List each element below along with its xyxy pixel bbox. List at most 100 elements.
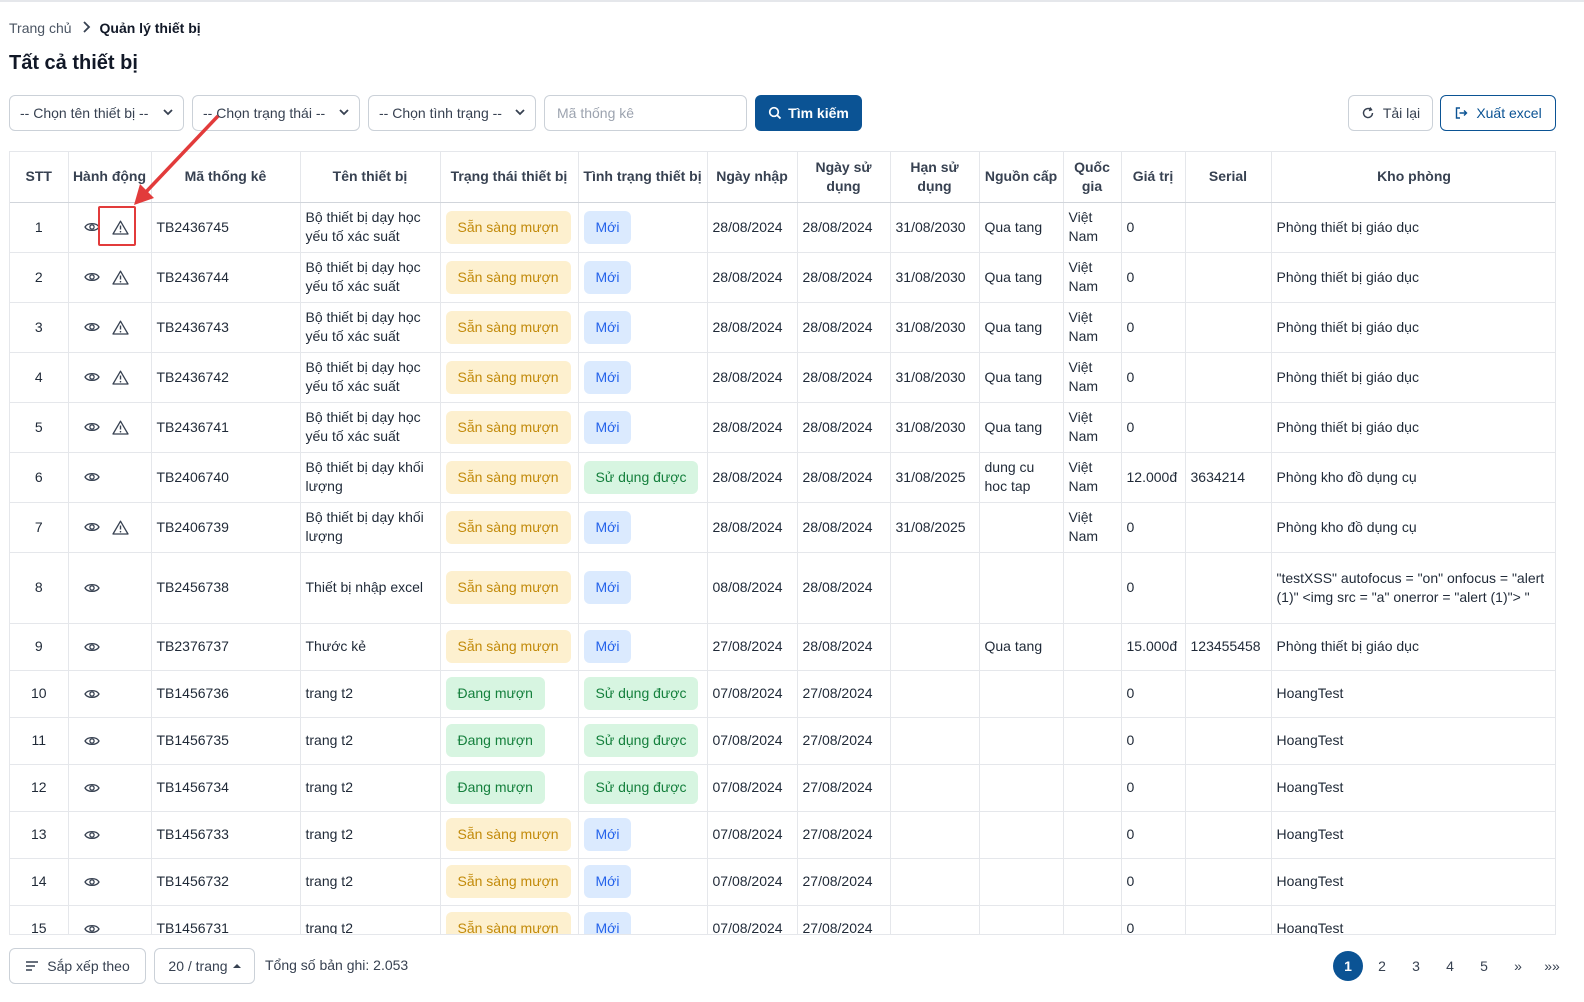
- status-badge: Sẵn sàng mượn: [445, 912, 571, 934]
- page-2[interactable]: 2: [1378, 958, 1386, 974]
- eye-icon[interactable]: [84, 321, 100, 333]
- cell-value: 0: [1121, 252, 1186, 303]
- breadcrumb: Trang chủ Quản lý thiết bị: [9, 18, 201, 38]
- eye-icon[interactable]: [84, 371, 100, 383]
- eye-icon[interactable]: [84, 829, 100, 841]
- cell-value: 0: [1121, 764, 1186, 812]
- cell-source: dung cu hoc tap: [979, 452, 1064, 503]
- cell-name: trang t2: [300, 670, 441, 718]
- warning-triangle-icon[interactable]: [112, 520, 129, 535]
- cell-country: [1063, 858, 1122, 906]
- cell-code: TB2436744: [151, 252, 301, 303]
- page-5[interactable]: 5: [1480, 958, 1488, 974]
- warning-triangle-icon[interactable]: [112, 420, 129, 435]
- status-select[interactable]: -- Chọn trạng thái --: [192, 95, 360, 131]
- eye-icon[interactable]: [84, 471, 100, 483]
- cell-value: 0: [1121, 352, 1186, 403]
- search-button[interactable]: Tìm kiếm: [755, 95, 862, 131]
- cell-source: [979, 552, 1064, 624]
- table-header-row: STT Hành động Mã thống kê Tên thiết bị T…: [10, 152, 1555, 203]
- page-size-value: 20 / trang: [168, 958, 228, 974]
- cell-expiry: [890, 858, 980, 906]
- cell-room: Phòng thiết bị giáo dục: [1271, 352, 1555, 403]
- cell-status: Sẵn sàng mượn: [440, 502, 579, 553]
- breadcrumb-home[interactable]: Trang chủ: [9, 20, 72, 36]
- eye-icon[interactable]: [84, 735, 100, 747]
- cell-import-date: 08/08/2024: [707, 552, 798, 624]
- eye-icon[interactable]: [84, 782, 100, 794]
- page-1[interactable]: 1: [1333, 951, 1363, 981]
- cell-status: Sẵn sàng mượn: [440, 352, 579, 403]
- last-page-button[interactable]: »»: [1544, 958, 1560, 974]
- cell-actions: [68, 717, 152, 765]
- code-search-input[interactable]: [544, 95, 747, 131]
- cell-actions: [68, 252, 152, 303]
- reload-button[interactable]: Tải lại: [1348, 95, 1433, 131]
- cell-expiry: 31/08/2025: [890, 502, 980, 553]
- device-name-select[interactable]: -- Chọn tên thiết bị --: [9, 95, 184, 131]
- cell-room: HoangTest: [1271, 670, 1555, 718]
- cell-value: 0: [1121, 502, 1186, 553]
- cell-status: Sẵn sàng mượn: [440, 811, 579, 859]
- next-page-button[interactable]: »: [1514, 958, 1522, 974]
- col-condition: Tình trạng thiết bị: [578, 152, 708, 203]
- cell-value: 0: [1121, 552, 1186, 624]
- warning-triangle-icon[interactable]: [112, 370, 129, 385]
- cell-serial: [1185, 858, 1272, 906]
- eye-icon[interactable]: [84, 421, 100, 433]
- eye-icon[interactable]: [84, 582, 100, 594]
- sort-button[interactable]: Sắp xếp theo: [9, 948, 146, 984]
- cell-code: TB1456735: [151, 717, 301, 765]
- cell-room: HoangTest: [1271, 811, 1555, 859]
- col-country-line2: gia: [1081, 177, 1103, 194]
- reload-button-label: Tải lại: [1382, 105, 1421, 121]
- devices-table-container[interactable]: STT Hành động Mã thống kê Tên thiết bị T…: [9, 151, 1556, 935]
- cell-code: TB1456731: [151, 905, 301, 934]
- cell-serial: [1185, 905, 1272, 934]
- cell-room: "testXSS" autofocus = "on" onfocus = "al…: [1271, 552, 1555, 624]
- cell-serial: [1185, 811, 1272, 859]
- export-excel-button[interactable]: Xuất excel: [1440, 95, 1556, 131]
- cell-room: Phòng thiết bị giáo dục: [1271, 402, 1555, 453]
- cell-source: Qua tang: [979, 623, 1064, 671]
- warning-triangle-icon[interactable]: [112, 270, 129, 285]
- status-badge: Sẵn sàng mượn: [445, 260, 571, 294]
- page-4[interactable]: 4: [1446, 958, 1454, 974]
- cell-code: TB2436743: [151, 302, 301, 353]
- cell-stt: 11: [10, 717, 69, 765]
- eye-icon[interactable]: [84, 876, 100, 888]
- chevron-down-icon: [339, 109, 349, 116]
- cell-name: trang t2: [300, 811, 441, 859]
- cell-import-date: 28/08/2024: [707, 302, 798, 353]
- refresh-icon: [1362, 107, 1374, 119]
- cell-source: [979, 905, 1064, 934]
- cell-use-date: 28/08/2024: [797, 202, 891, 253]
- cell-stt: 4: [10, 352, 69, 403]
- page-3[interactable]: 3: [1412, 958, 1420, 974]
- eye-icon[interactable]: [84, 521, 100, 533]
- status-badge: Đang mượn: [445, 677, 545, 710]
- cell-source: Qua tang: [979, 252, 1064, 303]
- page-size-select[interactable]: 20 / trang: [154, 948, 255, 984]
- table-row: 10 TB1456736 trang t2 Đang mượn Sử dụng được…: [10, 670, 1555, 718]
- condition-select[interactable]: -- Chọn tình trạng --: [368, 95, 536, 131]
- cell-status: Sẵn sàng mượn: [440, 402, 579, 453]
- cell-actions: [68, 502, 152, 553]
- cell-status: Sẵn sàng mượn: [440, 858, 579, 906]
- search-button-label: Tìm kiếm: [788, 105, 849, 121]
- warning-triangle-icon[interactable]: [112, 220, 129, 235]
- cell-import-date: 28/08/2024: [707, 252, 798, 303]
- eye-icon[interactable]: [84, 271, 100, 283]
- eye-icon[interactable]: [84, 688, 100, 700]
- cell-stt: 10: [10, 670, 69, 718]
- cell-room: HoangTest: [1271, 764, 1555, 812]
- eye-icon[interactable]: [84, 923, 100, 935]
- condition-badge: Mới: [583, 510, 632, 544]
- eye-icon[interactable]: [84, 641, 100, 653]
- condition-badge: Mới: [583, 410, 632, 444]
- cell-code: TB2436742: [151, 352, 301, 403]
- cell-expiry: 31/08/2030: [890, 302, 980, 353]
- cell-use-date: 27/08/2024: [797, 858, 891, 906]
- cell-code: TB1456733: [151, 811, 301, 859]
- warning-triangle-icon[interactable]: [112, 320, 129, 335]
